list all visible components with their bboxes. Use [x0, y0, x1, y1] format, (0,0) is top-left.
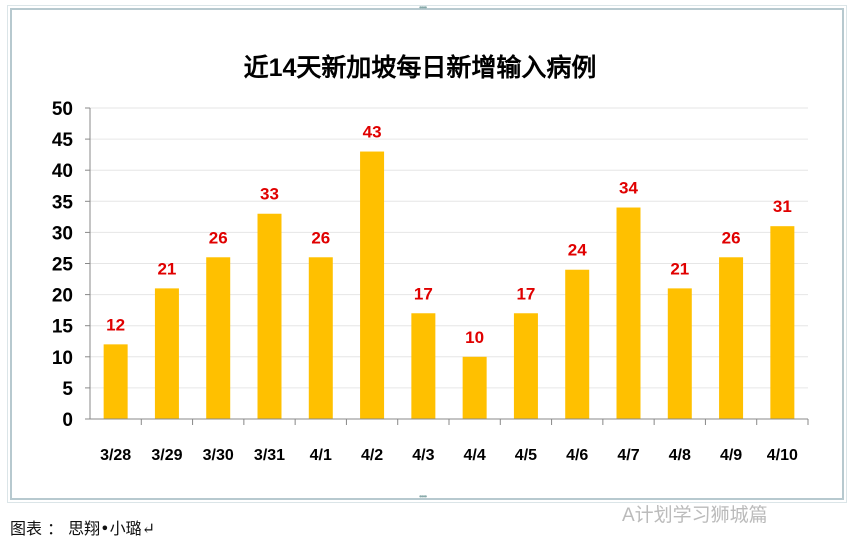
- data-label: 24: [568, 241, 587, 260]
- bar: [719, 257, 744, 419]
- data-label: 34: [619, 179, 638, 198]
- x-tick-label: 3/30: [203, 447, 234, 464]
- data-label: 31: [773, 197, 792, 216]
- data-label: 10: [465, 328, 484, 347]
- x-tick-label: 4/10: [767, 447, 798, 464]
- bar: [411, 313, 436, 419]
- x-tick-label: 4/2: [361, 447, 383, 464]
- chart-caption: 图表 ： 思翔•小璐↵: [10, 519, 156, 538]
- y-tick-label: 25: [52, 255, 74, 276]
- y-tick-label: 10: [52, 348, 73, 369]
- y-tick-label: 35: [52, 192, 74, 213]
- y-tick-label: 40: [52, 161, 73, 182]
- data-label: 26: [209, 228, 228, 247]
- y-tick-label: 20: [52, 286, 73, 307]
- watermark: A计划学习狮城篇: [622, 505, 768, 526]
- bar: [360, 151, 385, 420]
- data-label: 33: [260, 185, 279, 204]
- y-tick-label: 5: [62, 379, 73, 400]
- x-tick-label: 4/1: [310, 447, 332, 464]
- x-tick-label: 3/31: [254, 447, 285, 464]
- y-tick-label: 30: [52, 223, 73, 244]
- bar: [770, 226, 795, 419]
- x-tick-label: 4/9: [720, 447, 742, 464]
- x-tick-label: 4/5: [515, 447, 537, 464]
- bar: [513, 313, 538, 419]
- data-label: 17: [414, 284, 433, 303]
- x-tick-label: 4/3: [412, 447, 434, 464]
- x-tick-label: 4/7: [617, 447, 639, 464]
- bar: [616, 207, 641, 419]
- data-label: 26: [722, 228, 741, 247]
- data-label: 12: [106, 315, 125, 334]
- y-tick-label: 50: [52, 99, 73, 120]
- x-tick-label: 4/8: [669, 447, 691, 464]
- bar: [257, 213, 282, 419]
- bar: [462, 356, 487, 419]
- x-tick-label: 4/6: [566, 447, 588, 464]
- bar: [154, 288, 179, 419]
- x-tick-label: 3/28: [100, 447, 131, 464]
- bar: [308, 257, 333, 419]
- data-label: 21: [670, 259, 689, 278]
- chart-title: 近14天新加坡每日新增输入病例: [244, 53, 597, 82]
- bar: [206, 257, 231, 419]
- data-label: 26: [311, 228, 330, 247]
- bar: [103, 344, 128, 419]
- y-tick-label: 0: [62, 410, 73, 431]
- bar: [667, 288, 692, 419]
- data-label: 21: [157, 259, 176, 278]
- resize-handle-bottom[interactable]: ••••: [419, 492, 427, 501]
- x-tick-label: 3/29: [151, 447, 182, 464]
- data-label: 17: [516, 284, 535, 303]
- y-tick-label: 15: [52, 317, 74, 338]
- x-tick-label: 4/4: [464, 447, 486, 464]
- y-tick-label: 45: [52, 130, 74, 151]
- bar: [565, 269, 590, 419]
- data-label: 43: [363, 123, 382, 142]
- resize-handle-top[interactable]: ••••: [419, 3, 427, 12]
